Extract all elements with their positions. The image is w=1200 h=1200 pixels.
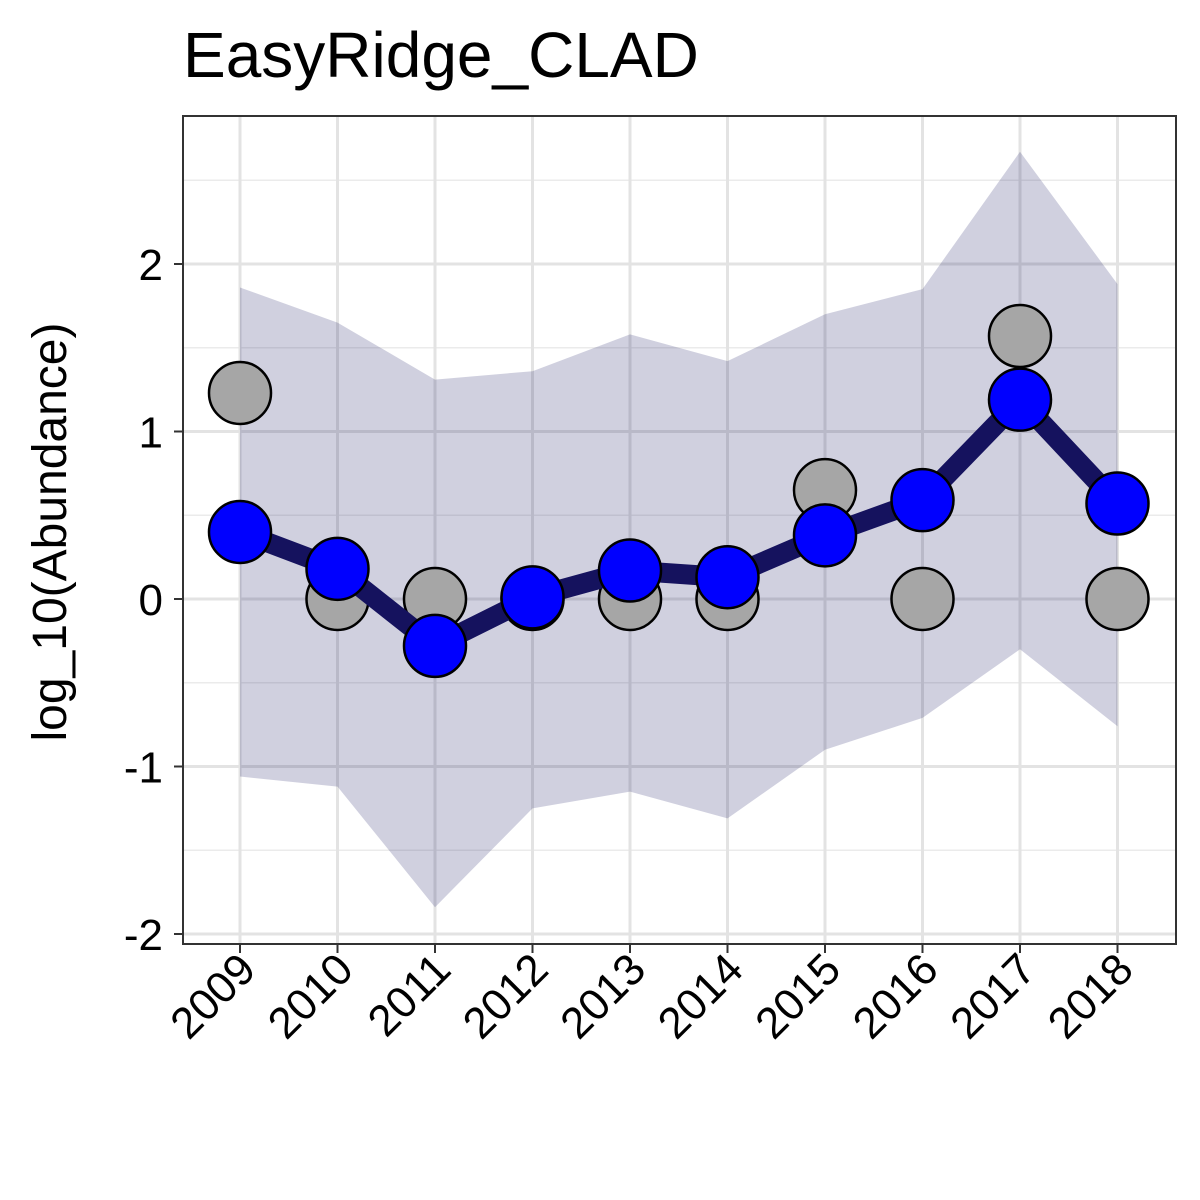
plot-panel bbox=[183, 116, 1176, 944]
y-tick-label: -1 bbox=[124, 744, 163, 793]
series-point bbox=[987, 367, 1053, 432]
series-point bbox=[500, 565, 565, 630]
series-point bbox=[305, 536, 370, 602]
x-tick-label: 2015 bbox=[746, 944, 850, 1048]
x-tick-label: 2018 bbox=[1039, 944, 1143, 1048]
series-point bbox=[695, 544, 760, 610]
x-tick-label: 2010 bbox=[259, 944, 363, 1048]
y-tick-label: 0 bbox=[139, 576, 163, 625]
series-line bbox=[230, 389, 1128, 656]
series-point bbox=[1085, 471, 1150, 536]
panel-frame bbox=[182, 115, 1177, 945]
y-tick-label: 1 bbox=[139, 409, 163, 458]
x-tick-label: 2013 bbox=[551, 944, 655, 1048]
observed-point bbox=[890, 566, 955, 632]
y-axis-ticks: -2 -1 0 1 2 bbox=[124, 241, 183, 960]
y-axis-label: log_10(Abundance) bbox=[24, 323, 77, 742]
series-point bbox=[207, 499, 273, 565]
series-point bbox=[597, 538, 663, 603]
observed-point bbox=[1085, 566, 1150, 632]
y-tick-label: -2 bbox=[124, 911, 163, 960]
observed-point bbox=[987, 303, 1053, 369]
x-tick-label: 2009 bbox=[161, 944, 265, 1048]
x-tick-label: 2016 bbox=[844, 944, 948, 1048]
panel-background bbox=[183, 116, 1176, 944]
series-point bbox=[890, 467, 955, 533]
x-tick-label: 2011 bbox=[359, 944, 461, 1046]
plot-border bbox=[182, 115, 1177, 945]
confidence-ribbon bbox=[240, 151, 1118, 908]
series-points bbox=[207, 367, 1150, 679]
y-tick-label: 2 bbox=[139, 241, 163, 290]
series-polyline bbox=[230, 389, 1128, 656]
x-tick-label: 2017 bbox=[941, 944, 1045, 1048]
series-point bbox=[792, 503, 858, 568]
ribbon-area bbox=[240, 151, 1118, 908]
x-tick-label: 2014 bbox=[649, 944, 753, 1048]
series-point bbox=[402, 613, 468, 679]
chart-title: EasyRidge_CLAD bbox=[183, 19, 699, 91]
observed-point bbox=[207, 360, 273, 426]
x-tick-label: 2012 bbox=[454, 944, 558, 1048]
